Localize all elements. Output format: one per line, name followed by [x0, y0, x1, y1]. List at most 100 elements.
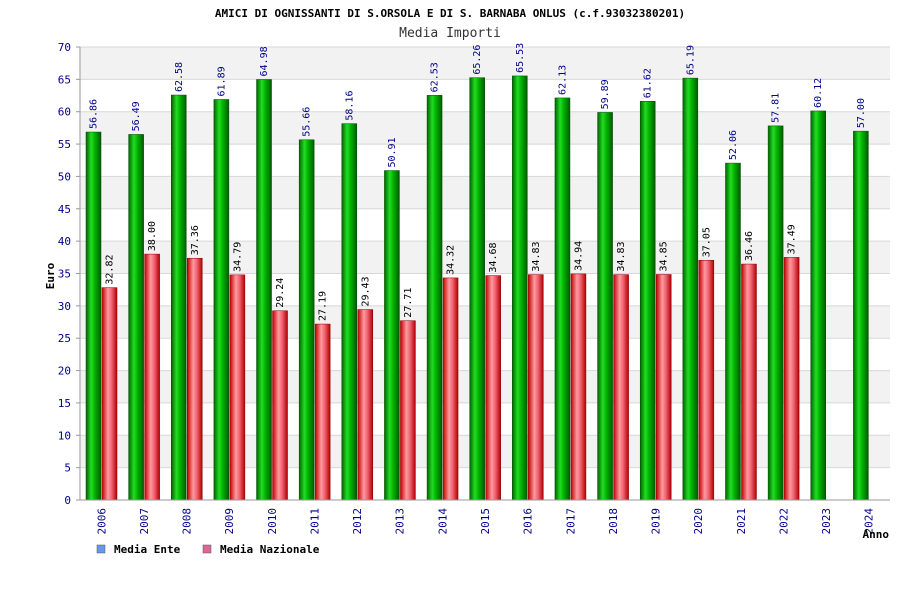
data-label-media-ente-2017: 62.13 [557, 65, 568, 95]
x-tick-label-2008: 2008 [181, 508, 194, 535]
y-tick-label: 15 [58, 397, 71, 410]
y-tick-label: 30 [58, 300, 71, 313]
bar-media-ente-2015 [469, 77, 485, 501]
data-label-media-nazionale-2012: 29.43 [360, 276, 371, 306]
x-tick-label-2020: 2020 [692, 508, 705, 535]
bar-media-nazionale-2009 [229, 274, 246, 501]
data-label-media-nazionale-2021: 36.46 [744, 231, 755, 261]
y-tick-label: 50 [58, 170, 71, 183]
bar-media-ente-2024 [853, 130, 869, 501]
chart-subtitle: Media Importi [399, 26, 501, 41]
value-labels: 56.86 32.82 56.49 38.00 62.58 37.36 61.89 34.79… [89, 43, 867, 321]
x-tick-label-2009: 2009 [223, 508, 236, 535]
bar-media-nazionale-2020 [698, 259, 715, 501]
y-tick-label: 60 [58, 106, 71, 119]
bar-media-ente-2020 [682, 77, 699, 501]
legend-label-media-ente: Media Ente [114, 543, 181, 556]
bar-media-nazionale-2008 [187, 257, 203, 501]
data-label-media-ente-2009: 61.89 [216, 66, 227, 96]
legend-swatch-media-nazionale [202, 544, 212, 554]
x-tick-label-2016: 2016 [522, 508, 535, 535]
data-label-media-nazionale-2007: 38.00 [147, 221, 158, 251]
bar-media-ente-2012 [341, 123, 358, 501]
data-label-media-ente-2019: 61.62 [643, 68, 654, 98]
data-label-media-nazionale-2006: 32.82 [105, 254, 116, 284]
x-tick-label-2018: 2018 [607, 508, 620, 535]
bar-media-ente-2009 [213, 99, 230, 501]
data-label-media-ente-2006: 56.86 [89, 99, 100, 129]
legend-swatch-media-ente [96, 544, 106, 554]
bar-media-nazionale-2014 [442, 277, 459, 501]
bar-media-nazionale-2021 [741, 263, 757, 501]
data-label-media-nazionale-2011: 27.19 [318, 291, 329, 321]
bar-media-ente-2016 [512, 75, 528, 501]
data-label-media-nazionale-2016: 34.83 [531, 241, 542, 271]
x-axis-title: Anno [863, 528, 890, 541]
x-tick-label-2022: 2022 [777, 508, 790, 535]
data-label-media-nazionale-2013: 27.71 [403, 288, 414, 318]
y-tick-label: 70 [58, 41, 71, 54]
y-axis-title: Euro [44, 262, 57, 289]
data-label-media-nazionale-2022: 37.49 [787, 224, 798, 254]
bar-media-ente-2023 [810, 110, 826, 501]
bar-media-nazionale-2012 [357, 309, 374, 501]
data-label-media-nazionale-2008: 37.36 [190, 225, 201, 255]
chart-title: AMICI DI OGNISSANTI DI S.ORSOLA E DI S. … [215, 7, 685, 20]
y-tick-label: 0 [64, 494, 71, 507]
x-tick-label-2019: 2019 [650, 508, 663, 535]
bar-media-nazionale-2016 [528, 274, 544, 501]
bar-media-ente-2007 [128, 134, 144, 501]
data-label-media-ente-2010: 64.98 [259, 46, 270, 76]
bar-media-nazionale-2011 [314, 323, 331, 501]
x-tick-label-2011: 2011 [308, 508, 321, 535]
legend: Media Ente Media Nazionale [96, 543, 320, 556]
bar-media-ente-2019 [639, 100, 656, 501]
x-tick-label-2007: 2007 [138, 508, 151, 535]
y-axis-ticks: 0 5 10 15 20 25 30 35 40 45 50 55 60 65 70 [58, 41, 80, 507]
bar-media-nazionale-2019 [655, 274, 672, 501]
y-tick-label: 65 [58, 73, 71, 86]
y-tick-label: 45 [58, 203, 71, 216]
bar-media-ente-2006 [85, 131, 102, 501]
y-tick-label: 25 [58, 332, 71, 345]
data-label-media-ente-2011: 55.66 [302, 107, 313, 137]
y-tick-label: 10 [58, 429, 71, 442]
y-tick-label: 40 [58, 235, 71, 248]
bar-media-nazionale-2018 [613, 274, 629, 501]
data-label-media-ente-2014: 62.53 [430, 62, 441, 92]
grid-band [80, 79, 890, 112]
data-label-media-ente-2008: 62.58 [174, 62, 185, 92]
data-label-media-ente-2013: 50.91 [387, 137, 398, 167]
legend-label-media-nazionale: Media Nazionale [220, 543, 320, 556]
bar-media-nazionale-2013 [400, 320, 416, 501]
bar-media-nazionale-2007 [144, 253, 160, 501]
data-label-media-ente-2015: 65.26 [472, 45, 483, 75]
bar-media-ente-2018 [597, 112, 613, 501]
data-label-media-ente-2012: 58.16 [344, 91, 355, 121]
data-label-media-ente-2022: 57.81 [771, 93, 782, 123]
x-tick-label-2013: 2013 [394, 508, 407, 535]
bar-media-ente-2014 [426, 95, 443, 501]
data-label-media-nazionale-2010: 29.24 [275, 278, 286, 308]
x-tick-label-2006: 2006 [95, 508, 108, 535]
data-label-media-nazionale-2020: 37.05 [701, 227, 712, 257]
x-axis-ticks: 2006 2007 2008 2009 2010 2011 2012 2013 2014 2015… [95, 508, 875, 535]
data-label-media-ente-2007: 56.49 [131, 101, 142, 131]
x-tick-label-2015: 2015 [479, 508, 492, 535]
y-tick-label: 55 [58, 138, 71, 151]
bar-media-ente-2008 [171, 94, 187, 501]
x-tick-label-2012: 2012 [351, 508, 364, 535]
data-label-media-nazionale-2014: 34.32 [446, 245, 457, 275]
bar-media-ente-2017 [554, 97, 571, 501]
y-tick-label: 20 [58, 365, 71, 378]
data-label-media-ente-2020: 65.19 [685, 45, 696, 75]
bar-media-ente-2022 [767, 125, 784, 501]
bar-media-ente-2011 [298, 139, 315, 501]
x-tick-label-2014: 2014 [436, 508, 449, 535]
bar-media-nazionale-2006 [101, 287, 118, 501]
x-tick-label-2017: 2017 [564, 508, 577, 535]
data-label-media-ente-2023: 60.12 [813, 78, 824, 108]
data-label-media-nazionale-2018: 34.83 [616, 241, 627, 271]
bar-media-ente-2013 [384, 170, 400, 501]
